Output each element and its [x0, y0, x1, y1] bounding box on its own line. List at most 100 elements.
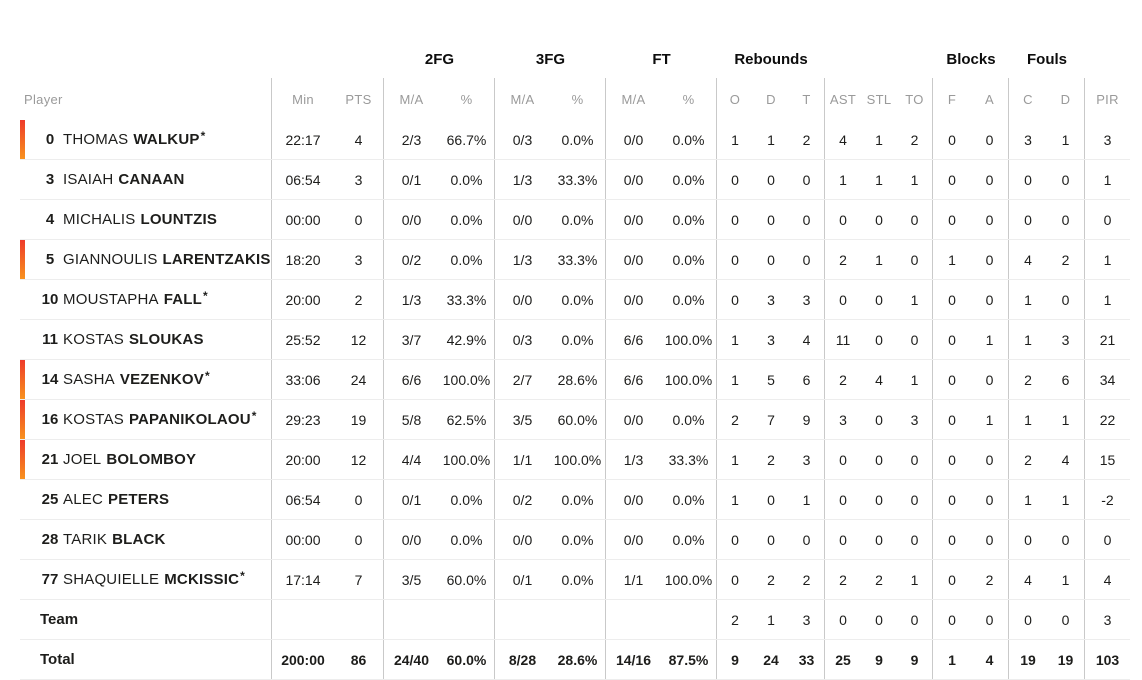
- ast-cell: 0: [839, 611, 847, 628]
- fg2-ma-cell: [384, 600, 439, 639]
- reb-d-cell: 0: [767, 491, 775, 508]
- to-cell: 0: [897, 440, 933, 479]
- fg2-pct-cell: 100.0%: [439, 440, 495, 479]
- fg2-ma-cell: 0/1: [401, 491, 422, 508]
- ft-ma-cell: 0/0: [623, 131, 644, 148]
- to-cell: 1: [897, 280, 933, 319]
- pir-cell: 22: [1099, 411, 1116, 428]
- jersey-number: 25: [41, 491, 59, 508]
- player-first-name: SASHA: [63, 371, 115, 388]
- col-header-foul-cm: C: [1023, 91, 1033, 107]
- pts-cell: 0: [334, 200, 384, 239]
- foul-cm-cell: 0: [1024, 531, 1032, 548]
- blk-ag-cell: 0: [971, 280, 1009, 319]
- reb-t-cell: 9: [789, 400, 825, 439]
- reb-o-cell: 9: [731, 651, 739, 668]
- reb-o-cell: 1: [731, 331, 739, 348]
- min-cell: 22:17: [285, 131, 321, 148]
- player-row[interactable]: 10 MOUSTAPHA FALL* 20:00 2 1/3 33.3% 0/0 …: [20, 280, 1130, 320]
- blk-ag-cell: 0: [971, 200, 1009, 239]
- foul-cm-cell: 2: [1024, 371, 1032, 388]
- foul-rv-cell: 19: [1047, 640, 1085, 679]
- stl-cell: 0: [875, 211, 883, 228]
- fg3-ma-cell: [495, 600, 550, 639]
- ft-ma-cell: 1/1: [623, 571, 644, 588]
- col-header-foul-rv: D: [1047, 78, 1085, 120]
- boxscore-table: 2FG 3FG FT Rebounds Blocks Fouls Player …: [20, 40, 1130, 680]
- total-label-cell: Total: [20, 640, 272, 679]
- pir-cell: 1: [1103, 251, 1112, 268]
- col-header-3fg-ma: M/A: [510, 91, 535, 107]
- fg3-ma-cell: 1/3: [512, 171, 533, 188]
- fg3-ma-cell: 0/1: [512, 571, 533, 588]
- foul-cm-cell: 19: [1020, 651, 1036, 668]
- fg2-pct-cell: 0.0%: [439, 200, 495, 239]
- ast-cell: 25: [835, 651, 851, 668]
- ft-ma-cell: 0/0: [623, 291, 644, 308]
- ft-pct-cell: 0.0%: [661, 280, 717, 319]
- blk-ag-cell: 0: [971, 600, 1009, 639]
- total-row: Total 200:00 86 24/40 60.0% 8/28 28.6% 1…: [20, 640, 1130, 680]
- on-court-indicator: [20, 240, 25, 279]
- foul-rv-cell: 0: [1047, 600, 1085, 639]
- ft-pct-cell: 0.0%: [661, 520, 717, 559]
- foul-cm-cell: 0: [1024, 171, 1032, 188]
- fg2-ma-cell: 4/4: [401, 451, 422, 468]
- pir-cell: 3: [1103, 131, 1112, 148]
- ft-ma-cell: 6/6: [623, 371, 644, 388]
- foul-rv-cell: 0: [1047, 160, 1085, 199]
- starter-asterisk: *: [251, 409, 257, 423]
- fg2-pct-cell: 62.5%: [439, 400, 495, 439]
- player-row[interactable]: 16 KOSTAS PAPANIKOLAOU* 29:23 19 5/8 62.5…: [20, 400, 1130, 440]
- reb-d-cell: 1: [767, 131, 775, 148]
- player-cell: 0 THOMAS WALKUP*: [20, 120, 272, 159]
- player-row[interactable]: 77 SHAQUIELLE MCKISSIC* 17:14 7 3/5 60.0%…: [20, 560, 1130, 600]
- team-row: Team 2 1 3 0 0 0 0 0 0 0 3: [20, 600, 1130, 640]
- player-row[interactable]: 14 SASHA VEZENKOV* 33:06 24 6/6 100.0% 2/…: [20, 360, 1130, 400]
- to-cell: 1: [897, 160, 933, 199]
- player-name: SASHA VEZENKOV*: [63, 369, 210, 388]
- ft-ma-cell: 14/16: [615, 651, 652, 668]
- to-cell: 0: [897, 320, 933, 359]
- fg2-pct-cell: 60.0%: [439, 640, 495, 679]
- player-last-name: MCKISSIC: [164, 571, 240, 588]
- on-court-indicator: [20, 440, 25, 479]
- ft-ma-cell: [606, 600, 661, 639]
- reb-d-cell: 0: [767, 171, 775, 188]
- blk-fv-cell: 0: [948, 331, 956, 348]
- fg3-pct-cell: 0.0%: [550, 320, 606, 359]
- blk-fv-cell: 0: [948, 171, 956, 188]
- player-row[interactable]: 0 THOMAS WALKUP* 22:17 4 2/3 66.7% 0/3 0.…: [20, 120, 1130, 160]
- reb-t-cell: 4: [789, 320, 825, 359]
- fg3-pct-cell: 0.0%: [550, 120, 606, 159]
- ft-ma-cell: 0/0: [623, 531, 644, 548]
- fg2-ma-cell: 1/3: [401, 291, 422, 308]
- blk-fv-cell: 0: [948, 211, 956, 228]
- blk-ag-cell: 4: [971, 640, 1009, 679]
- pts-cell: 12: [334, 440, 384, 479]
- fg3-pct-cell: 28.6%: [550, 360, 606, 399]
- reb-t-cell: 3: [789, 600, 825, 639]
- pir-cell: 3: [1103, 611, 1112, 628]
- ft-pct-cell: 0.0%: [661, 200, 717, 239]
- min-cell: 06:54: [285, 171, 321, 188]
- blk-fv-cell: 0: [948, 451, 956, 468]
- foul-rv-cell: 0: [1047, 280, 1085, 319]
- min-cell: 200:00: [281, 651, 325, 668]
- blk-ag-cell: 0: [971, 240, 1009, 279]
- min-cell: 00:00: [285, 531, 321, 548]
- foul-cm-cell: 1: [1024, 411, 1032, 428]
- fg3-ma-cell: 8/28: [508, 651, 537, 668]
- ft-ma-cell: 0/0: [623, 211, 644, 228]
- fg2-pct-cell: 33.3%: [439, 280, 495, 319]
- ast-cell: 0: [839, 451, 847, 468]
